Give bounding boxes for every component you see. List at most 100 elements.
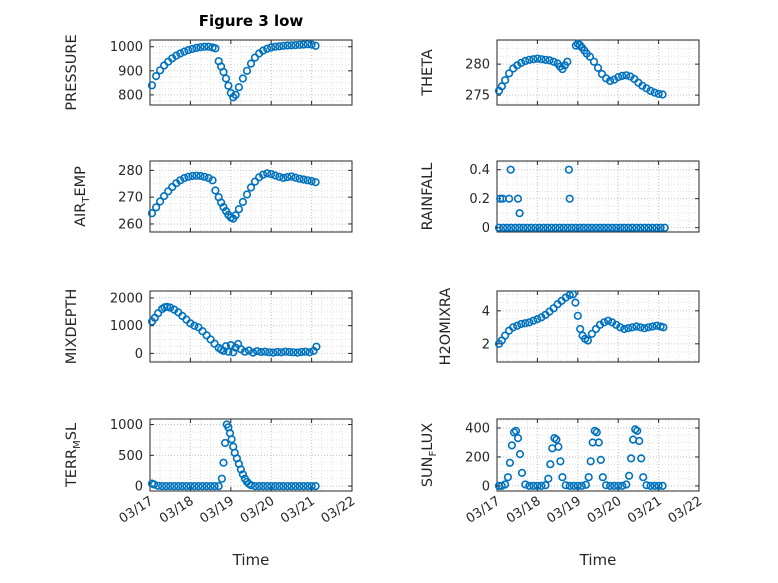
data-point	[506, 165, 515, 174]
data-point	[591, 324, 601, 334]
axes-box	[149, 39, 353, 106]
data-point	[586, 457, 595, 466]
data-point	[200, 172, 209, 181]
data-point	[242, 190, 252, 199]
data-point	[529, 316, 538, 325]
data-point	[219, 458, 228, 467]
data-point	[637, 454, 646, 463]
data-point	[620, 223, 629, 232]
data-point	[501, 76, 510, 85]
data-point	[639, 473, 648, 482]
data-point	[607, 223, 617, 232]
data-point	[603, 316, 613, 325]
data-point	[281, 347, 290, 356]
data-point	[618, 71, 627, 80]
data-point	[168, 182, 177, 192]
y-tick-label: 800	[118, 88, 143, 103]
data-point	[549, 57, 558, 66]
data-point	[589, 57, 599, 66]
data-point	[259, 170, 268, 179]
axes-box	[496, 290, 700, 363]
data-point	[231, 211, 240, 220]
data-point	[160, 192, 169, 201]
data-point	[210, 482, 219, 491]
y-tick-label: 0.4	[469, 163, 490, 178]
data-point	[558, 473, 567, 482]
y-tick-label: 0	[482, 479, 490, 494]
data-point	[545, 56, 554, 65]
data-point	[312, 342, 321, 351]
data-point	[559, 223, 568, 232]
y-tick-label: 400	[465, 421, 490, 436]
data-point	[261, 347, 270, 356]
data-point	[635, 436, 644, 446]
data-point	[537, 55, 546, 64]
data-point	[585, 52, 595, 61]
data-point	[174, 482, 183, 491]
data-point	[583, 336, 593, 345]
data-point	[505, 69, 514, 78]
data-point	[224, 81, 233, 90]
subplot-RAINFALL: 0 0.2 0.4 RAINFALL	[420, 160, 700, 236]
data-point	[565, 194, 574, 203]
data-point	[188, 44, 197, 54]
data-point	[301, 347, 310, 356]
data-point	[505, 194, 514, 203]
data-point	[565, 291, 574, 300]
data-point	[525, 55, 534, 64]
data-point	[170, 482, 179, 491]
data-point	[291, 482, 300, 491]
data-point	[517, 319, 526, 329]
data-point	[285, 347, 294, 357]
x-tick-label: 03/21	[278, 494, 318, 527]
data-point	[246, 59, 256, 68]
data-point	[210, 339, 219, 348]
data-point	[234, 205, 243, 214]
data-point	[507, 441, 517, 450]
data-point	[275, 172, 284, 181]
data-point	[311, 178, 320, 187]
data-point	[511, 223, 520, 232]
figure-title: Figure 3 low	[198, 12, 304, 30]
data-point	[263, 44, 272, 53]
data-point	[513, 194, 523, 203]
data-point	[612, 223, 621, 232]
data-point	[650, 88, 659, 97]
y-tick-label: 0	[482, 221, 490, 236]
data-point	[533, 54, 542, 63]
data-point	[289, 348, 298, 357]
data-point	[541, 55, 550, 64]
y-tick-label: 900	[118, 64, 143, 79]
data-point	[541, 481, 550, 490]
data-point	[242, 66, 252, 75]
data-point	[595, 223, 605, 232]
data-point	[601, 481, 611, 490]
data-point	[295, 174, 304, 183]
data-point	[597, 69, 607, 79]
subplot-H2OMIXRA: 2 4 H2OMIXRA	[438, 288, 700, 365]
data-point	[303, 176, 312, 185]
data-point	[279, 482, 288, 491]
data-point	[564, 165, 574, 174]
data-point	[154, 309, 163, 318]
data-point	[496, 194, 505, 203]
data-point	[192, 171, 201, 180]
data-point	[188, 171, 197, 181]
x-tick-label: 03/18	[504, 494, 544, 527]
y-tick-label: 2	[482, 337, 490, 352]
data-point	[236, 465, 245, 474]
data-point	[176, 49, 185, 58]
data-point	[257, 347, 266, 357]
y-tick-label: 1000	[110, 418, 143, 433]
data-point	[628, 223, 637, 232]
data-point	[523, 223, 532, 232]
y-tick-label: 1000	[110, 319, 143, 334]
x-tick-label: 03/22	[319, 494, 359, 527]
x-tick-label: 03/22	[666, 494, 706, 527]
data-point	[186, 482, 195, 491]
x-tick-label: 03/19	[197, 494, 237, 527]
data-point	[539, 223, 548, 232]
data-point	[622, 71, 631, 80]
data-point	[263, 482, 272, 491]
data-point	[618, 481, 627, 491]
